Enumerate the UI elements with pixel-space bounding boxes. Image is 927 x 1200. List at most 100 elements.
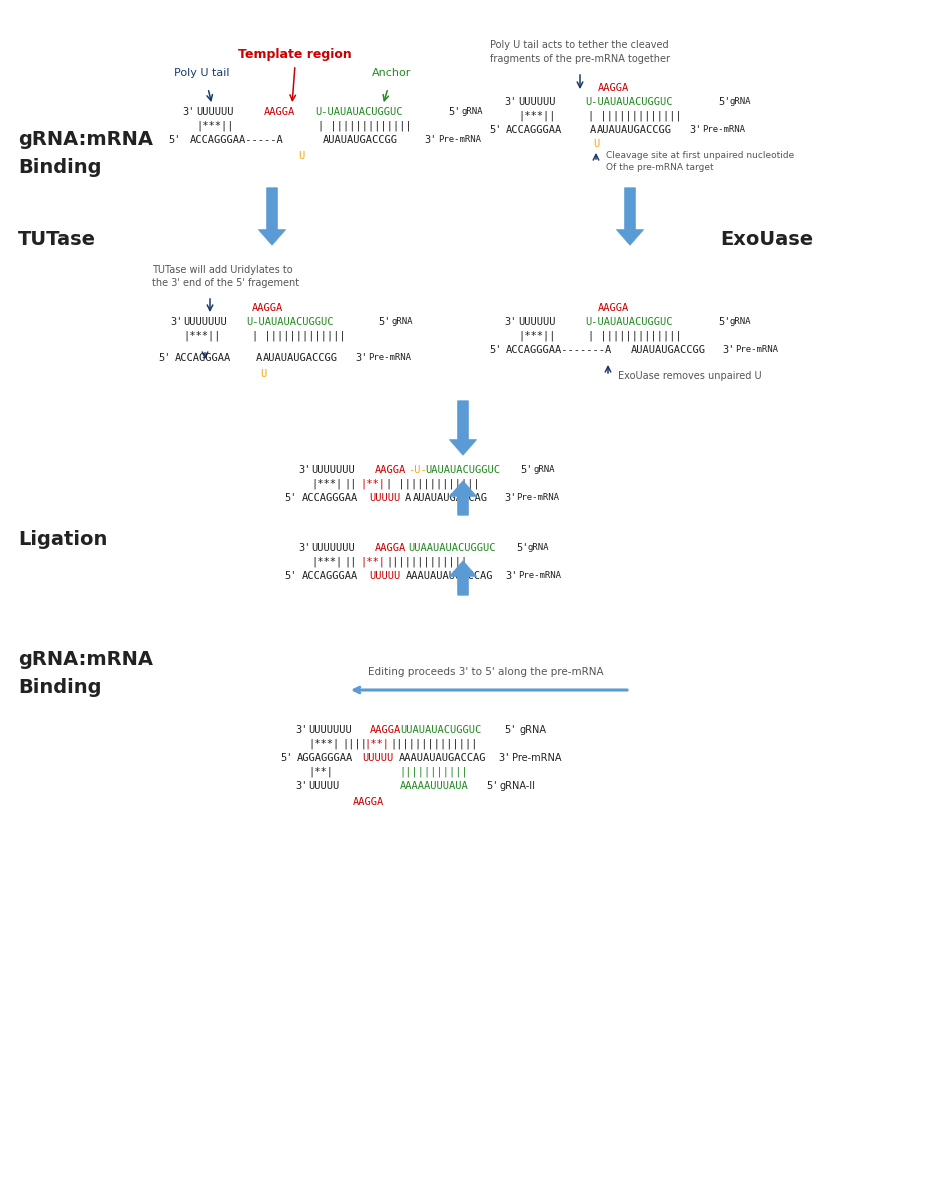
Text: 3': 3' — [689, 125, 702, 134]
Text: Pre-mRNA: Pre-mRNA — [438, 136, 481, 144]
Text: AAAUAUAUGACCAG: AAAUAUAUGACCAG — [406, 571, 493, 581]
Text: 5': 5' — [486, 781, 499, 791]
Text: 3': 3' — [295, 725, 308, 734]
Text: AAGGA: AAGGA — [375, 464, 406, 475]
Text: UUUUUUU: UUUUUUU — [308, 725, 351, 734]
Text: 5': 5' — [520, 464, 532, 475]
Text: U: U — [593, 139, 599, 149]
Text: gRNA: gRNA — [462, 108, 484, 116]
Text: 5': 5' — [718, 317, 730, 326]
Text: |***||: |***|| — [518, 331, 555, 341]
Text: |***|: |***| — [311, 557, 342, 568]
Text: U-UAUAUACUGGUC: U-UAUAUACUGGUC — [585, 317, 672, 326]
Text: UUAAUAUACUGGUC: UUAAUAUACUGGUC — [408, 542, 496, 553]
Text: gRNA: gRNA — [730, 318, 752, 326]
Text: ACCAGGGAA-----A: ACCAGGGAA-----A — [190, 134, 284, 145]
Text: AUAUAUGACCGG: AUAUAUGACCGG — [263, 353, 338, 362]
Text: ||: || — [344, 479, 357, 490]
Text: 3': 3' — [505, 571, 517, 581]
Text: AUAUAUGACCGG: AUAUAUGACCGG — [597, 125, 672, 134]
Text: ACCAGGGAA: ACCAGGGAA — [506, 125, 563, 134]
Text: | |||||||||||||: | ||||||||||||| — [588, 331, 681, 341]
Text: AUAUAUGACCGG: AUAUAUGACCGG — [631, 346, 706, 355]
Text: Anchor: Anchor — [373, 68, 412, 78]
Text: UUAUAUACUGGUC: UUAUAUACUGGUC — [400, 725, 481, 734]
Text: gRNA: gRNA — [534, 466, 555, 474]
Text: 3': 3' — [298, 542, 311, 553]
Text: AAGGA: AAGGA — [353, 797, 385, 806]
Text: gRNA: gRNA — [520, 725, 547, 734]
Text: 3': 3' — [504, 317, 516, 326]
Text: 5': 5' — [489, 125, 502, 134]
Text: Pre-mRNA: Pre-mRNA — [516, 493, 559, 503]
Text: 3': 3' — [504, 97, 516, 107]
Text: 5': 5' — [378, 317, 390, 326]
Text: ACCAGGGAA: ACCAGGGAA — [302, 571, 358, 581]
Text: AAAUAUAUGACCAG: AAAUAUAUGACCAG — [399, 754, 487, 763]
Text: U-UAUAUACUGGUC: U-UAUAUACUGGUC — [246, 317, 334, 326]
Text: AAGGA: AAGGA — [598, 302, 629, 313]
Text: 5': 5' — [158, 353, 171, 362]
Text: U-UAUAUACUGGUC: U-UAUAUACUGGUC — [315, 107, 402, 116]
Text: 3': 3' — [424, 134, 437, 145]
Text: U: U — [298, 151, 304, 161]
Text: 3': 3' — [298, 464, 311, 475]
Text: ExoUase removes unpaired U: ExoUase removes unpaired U — [618, 371, 762, 382]
Text: |**|: |**| — [308, 767, 333, 778]
Text: 3': 3' — [170, 317, 183, 326]
Text: ACCAGGGAA-------A: ACCAGGGAA-------A — [506, 346, 612, 355]
Text: 5': 5' — [448, 107, 461, 116]
Text: Editing proceeds 3' to 5' along the pre-mRNA: Editing proceeds 3' to 5' along the pre-… — [368, 667, 603, 677]
Text: 3': 3' — [504, 493, 516, 503]
Text: Poly U tail: Poly U tail — [174, 68, 230, 78]
Text: 5': 5' — [489, 346, 502, 355]
Text: |||||||||||||: ||||||||||||| — [386, 557, 467, 568]
Text: gRNA-II: gRNA-II — [500, 781, 536, 791]
Text: 5': 5' — [504, 725, 516, 734]
Text: 5': 5' — [280, 754, 293, 763]
Text: ExoUase: ExoUase — [720, 230, 813, 248]
Text: 5': 5' — [516, 542, 528, 553]
Text: Pre-mRNA: Pre-mRNA — [702, 126, 745, 134]
Text: Pre-mRNA: Pre-mRNA — [518, 571, 561, 581]
Text: ACCAGGGAA: ACCAGGGAA — [175, 353, 231, 362]
Text: Poly U tail acts to tether the cleaved: Poly U tail acts to tether the cleaved — [490, 40, 668, 50]
Text: AAGGA: AAGGA — [598, 83, 629, 92]
Text: Pre-mRNA: Pre-mRNA — [735, 346, 778, 354]
Text: AAAAAUUUAUA: AAAAAUUUAUA — [400, 781, 469, 791]
Text: Pre-mRNA: Pre-mRNA — [368, 354, 411, 362]
Text: AAGGA: AAGGA — [252, 302, 284, 313]
Text: UUUUUUU: UUUUUUU — [311, 464, 355, 475]
Text: AUAUAUGACCGG: AUAUAUGACCGG — [323, 134, 398, 145]
Text: 3': 3' — [355, 353, 367, 362]
Text: -U-: -U- — [408, 464, 426, 475]
Text: Binding: Binding — [18, 158, 101, 176]
Text: ACCAGGGAA: ACCAGGGAA — [302, 493, 358, 503]
Text: 3': 3' — [182, 107, 195, 116]
Text: UUUUUUU: UUUUUUU — [311, 542, 355, 553]
Text: UUUUUU: UUUUUU — [518, 97, 555, 107]
Text: A: A — [256, 353, 262, 362]
Text: fragments of the pre-mRNA together: fragments of the pre-mRNA together — [490, 54, 670, 64]
Text: AAGGA: AAGGA — [375, 542, 406, 553]
Text: Binding: Binding — [18, 678, 101, 697]
Text: ||||: |||| — [342, 739, 367, 749]
Text: |***||: |***|| — [518, 110, 555, 121]
Text: U-UAUAUACUGGUC: U-UAUAUACUGGUC — [585, 97, 672, 107]
Text: gRNA:mRNA: gRNA:mRNA — [18, 650, 153, 670]
Text: Ligation: Ligation — [18, 530, 108, 550]
Text: 5': 5' — [284, 493, 297, 503]
Text: |***|: |***| — [308, 739, 339, 749]
Text: UUUUU: UUUUU — [362, 754, 393, 763]
Text: 5': 5' — [718, 97, 730, 107]
Text: AGGAGGGAA: AGGAGGGAA — [297, 754, 353, 763]
Text: Pre-mRNA: Pre-mRNA — [512, 754, 562, 763]
Text: gRNA: gRNA — [528, 544, 550, 552]
Text: Cleavage site at first unpaired nucleotide: Cleavage site at first unpaired nucleoti… — [606, 151, 794, 161]
Text: A: A — [590, 125, 596, 134]
Text: AAGGA: AAGGA — [264, 107, 296, 116]
Text: |***||: |***|| — [183, 331, 221, 341]
Text: | |||||||||||||: | ||||||||||||| — [318, 121, 412, 131]
Text: TUTase will add Uridylates to: TUTase will add Uridylates to — [152, 265, 293, 275]
Text: | |||||||||||||: | ||||||||||||| — [252, 331, 346, 341]
